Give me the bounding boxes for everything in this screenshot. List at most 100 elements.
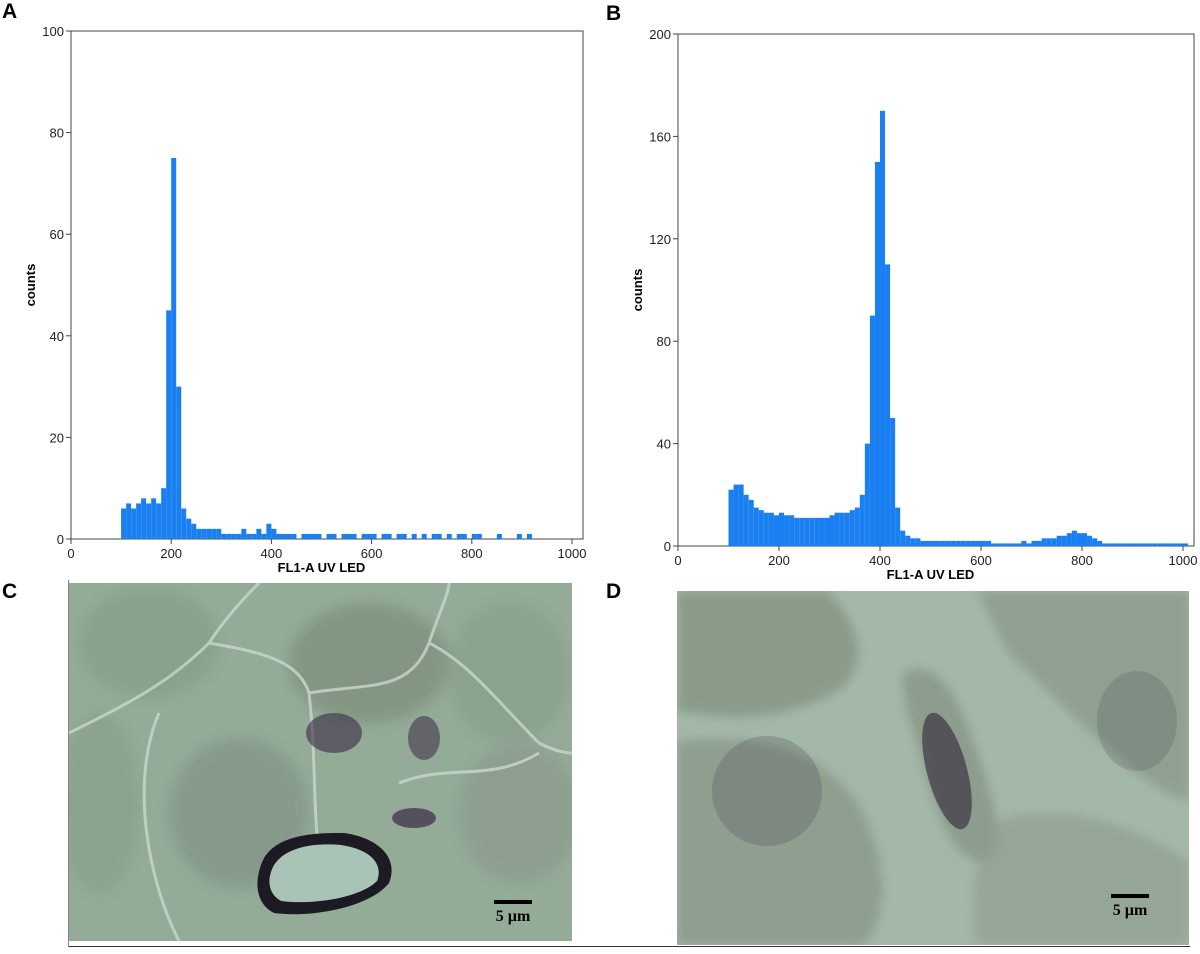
y-tick-label: 120: [649, 232, 671, 247]
histogram-bar: [161, 488, 167, 539]
x-tick-label: 0: [67, 546, 74, 561]
histogram-bar: [799, 517, 805, 546]
histogram-bar: [824, 517, 830, 546]
y-tick-label: 100: [42, 24, 64, 39]
histogram-bar: [341, 533, 347, 539]
histogram-bar: [1162, 543, 1168, 546]
x-tick-label: 0: [674, 553, 681, 568]
histogram-bar: [991, 543, 997, 546]
scale-bar-label: 5 µm: [1112, 902, 1148, 919]
histogram-bar: [326, 533, 332, 539]
histogram-bar: [351, 533, 357, 539]
histogram-bar: [186, 518, 192, 539]
histogram-bar: [276, 533, 282, 539]
histogram-bar: [1082, 533, 1088, 546]
histogram-bar: [331, 533, 337, 539]
histogram-bar: [970, 540, 976, 546]
plot-frame: [677, 33, 1195, 547]
histogram-bar: [371, 533, 377, 539]
histogram-bar: [895, 507, 901, 546]
histogram-bar: [266, 523, 272, 539]
x-tick-label: 800: [1071, 553, 1093, 568]
histogram-bar: [900, 530, 906, 546]
histogram-bar: [819, 517, 825, 546]
histogram-bar: [226, 533, 232, 539]
histogram-bar: [1122, 543, 1128, 546]
histogram-bar: [748, 499, 754, 546]
y-tick-label: 60: [50, 227, 64, 242]
histogram-bar: [915, 538, 921, 546]
histogram-bar: [396, 533, 402, 539]
histogram-bar: [251, 533, 257, 539]
micrograph-d-image: [677, 591, 1189, 945]
histogram-bar: [728, 489, 734, 546]
histogram-bar: [121, 508, 127, 539]
y-tick-label: 20: [50, 430, 64, 445]
histogram-bar: [516, 533, 522, 539]
histogram-bar: [141, 498, 147, 539]
histogram-bar: [476, 533, 482, 539]
histogram-bar: [281, 533, 287, 539]
histogram-bar: [930, 540, 936, 546]
histogram-bar: [834, 512, 840, 546]
histogram-bar: [1172, 543, 1178, 546]
histogram-bar: [854, 507, 860, 546]
y-tick-label: 80: [657, 334, 671, 349]
histogram-bar: [1066, 533, 1072, 546]
histogram-bar: [421, 533, 427, 539]
histogram-bar: [874, 162, 880, 546]
y-tick-label: 160: [649, 129, 671, 144]
histogram-bar: [1152, 543, 1158, 546]
histogram-bar: [191, 523, 197, 539]
histogram-bar: [885, 264, 891, 546]
histogram-bar: [151, 498, 157, 539]
histogram-bar: [920, 540, 926, 546]
histogram-bar: [1011, 543, 1017, 546]
x-tick-label: 600: [361, 546, 383, 561]
histogram-bar: [1132, 543, 1138, 546]
histogram-bar: [940, 540, 946, 546]
histogram-bar: [1142, 543, 1148, 546]
micrograph-d: 5 µm: [677, 591, 1189, 945]
histogram-bar: [1001, 543, 1007, 546]
histogram-bar: [1056, 535, 1062, 546]
histogram-bar: [1036, 540, 1042, 546]
y-tick-label: 200: [649, 27, 671, 42]
histogram-bar: [196, 528, 202, 539]
histogram-bar: [401, 533, 407, 539]
histogram-b: 0 200 400 600 800 1000 0 40 80 120 160 200 FL1-A UV …: [630, 27, 1197, 580]
histogram-bar: [849, 510, 855, 546]
histogram-bar: [381, 533, 387, 539]
histogram-bar: [316, 533, 322, 539]
x-axis-label: FL1-A UV LED: [887, 567, 975, 580]
histogram-bar: [1157, 543, 1163, 546]
panel-label-c: C: [2, 580, 18, 603]
histogram-bar: [231, 533, 237, 539]
histogram-bar: [880, 110, 886, 547]
histogram-bar: [291, 533, 297, 539]
histogram-bar: [306, 533, 312, 539]
panel-label-a: A: [2, 0, 18, 23]
scale-bar-label: 5 µm: [495, 908, 531, 925]
histogram-bar: [386, 533, 392, 539]
histogram-bar: [171, 158, 177, 539]
histogram-bar: [753, 507, 759, 546]
histogram-bar: [436, 533, 442, 539]
histogram-bar: [146, 503, 152, 539]
histogram-bar: [981, 540, 987, 546]
histogram-bar: [411, 533, 417, 539]
histogram-bar: [809, 517, 815, 546]
micrograph-c-image: [69, 583, 572, 941]
histogram-bar: [311, 533, 317, 539]
histogram-bar: [1041, 538, 1047, 546]
x-tick-label: 200: [768, 553, 790, 568]
scale-bar-line: [1111, 894, 1149, 898]
histogram-bar: [1026, 543, 1032, 546]
y-tick-label: 0: [57, 532, 64, 547]
histogram-bar: [211, 528, 217, 539]
histogram-bar: [829, 515, 835, 546]
histogram-bar: [136, 503, 142, 539]
histogram-bar: [758, 510, 764, 546]
y-tick-label: 40: [50, 329, 64, 344]
histogram-bar: [1167, 543, 1173, 546]
